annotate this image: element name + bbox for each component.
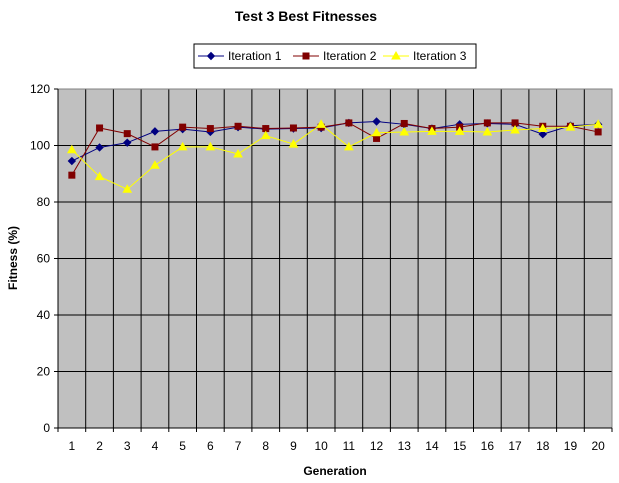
- x-tick-label: 20: [591, 439, 605, 453]
- x-tick-label: 13: [398, 439, 412, 453]
- data-point: [482, 126, 493, 136]
- x-tick-label: 6: [207, 439, 214, 453]
- legend-item: Iteration 3: [383, 49, 467, 63]
- data-point: [179, 123, 187, 131]
- data-point: [150, 127, 160, 136]
- x-tick-label: 12: [370, 439, 384, 453]
- x-tick-label: 11: [343, 439, 356, 453]
- legend-label: Iteration 1: [228, 49, 282, 63]
- data-point: [289, 124, 297, 132]
- x-tick-label: 15: [453, 439, 467, 453]
- legend: Iteration 1 Iteration 2 Iteration 3: [193, 43, 477, 69]
- x-tick-label: 14: [425, 439, 439, 453]
- data-point: [206, 125, 214, 133]
- series-line: [71, 122, 599, 176]
- legend-label: Iteration 2: [323, 49, 377, 63]
- data-point: [593, 119, 604, 128]
- x-tick-label: 7: [235, 439, 242, 453]
- data-point: [537, 123, 548, 133]
- data-point: [151, 143, 159, 151]
- legend-swatch-marker: [206, 51, 216, 61]
- data-point: [96, 124, 104, 132]
- x-tick-label: 5: [179, 439, 186, 453]
- x-tick-label: 19: [564, 439, 578, 453]
- y-tick-label: 100: [30, 139, 50, 153]
- data-point: [94, 171, 105, 181]
- x-axis-title: Generation: [303, 464, 366, 478]
- y-tick-label: 60: [37, 252, 51, 266]
- legend-item: Iteration 2: [293, 49, 377, 63]
- x-tick-label: 18: [536, 439, 550, 453]
- x-tick-label: 16: [481, 439, 495, 453]
- data-point: [373, 134, 381, 142]
- legend-item: Iteration 1: [198, 49, 282, 63]
- data-point: [122, 184, 133, 193]
- data-point: [68, 171, 76, 179]
- data-point: [565, 122, 576, 131]
- x-tick-label: 3: [124, 439, 131, 453]
- data-point: [95, 143, 104, 152]
- legend-box: [193, 43, 477, 69]
- data-point: [427, 126, 437, 135]
- x-tick-label: 17: [508, 439, 522, 453]
- data-point: [66, 144, 77, 154]
- data-point: [371, 127, 382, 137]
- data-point: [454, 126, 465, 135]
- data-point: [510, 124, 520, 134]
- data-point: [123, 130, 131, 138]
- data-point: [205, 141, 216, 151]
- y-tick-label: 20: [37, 365, 51, 379]
- series-line: [71, 123, 599, 190]
- data-point: [150, 160, 160, 169]
- x-tick-label: 10: [314, 439, 328, 453]
- series-layer: [66, 117, 604, 193]
- gridlines: [58, 89, 612, 428]
- data-point: [345, 119, 353, 127]
- data-point: [233, 148, 243, 158]
- legend-swatch-marker: [302, 52, 310, 60]
- data-point: [343, 141, 354, 151]
- data-point: [234, 122, 242, 130]
- x-tick-label: 1: [69, 439, 76, 453]
- data-point: [67, 156, 77, 166]
- y-tick-label: 80: [37, 195, 51, 209]
- data-point: [123, 138, 132, 147]
- data-point: [260, 130, 271, 140]
- y-tick-label: 40: [37, 308, 51, 322]
- y-tick-label: 120: [30, 82, 50, 96]
- x-tick-label: 2: [96, 439, 103, 453]
- data-point: [399, 126, 410, 136]
- data-point: [594, 128, 602, 136]
- legend-swatch-marker: [391, 50, 401, 60]
- x-tick-label: 4: [152, 439, 159, 453]
- x-tick-label: 9: [290, 439, 297, 453]
- data-point: [483, 119, 491, 127]
- data-point: [177, 141, 188, 151]
- x-tick-label: 8: [262, 439, 269, 453]
- series-3: [66, 119, 604, 193]
- data-point: [538, 129, 547, 139]
- y-tick-label: 0: [43, 421, 50, 435]
- data-point: [288, 139, 299, 148]
- data-point: [372, 117, 381, 126]
- data-point: [316, 119, 327, 128]
- legend-label: Iteration 3: [413, 49, 467, 63]
- y-axis-title: Fitness (%): [6, 226, 20, 290]
- chart-title: Test 3 Best Fitnesses: [235, 8, 377, 24]
- data-point: [400, 119, 408, 127]
